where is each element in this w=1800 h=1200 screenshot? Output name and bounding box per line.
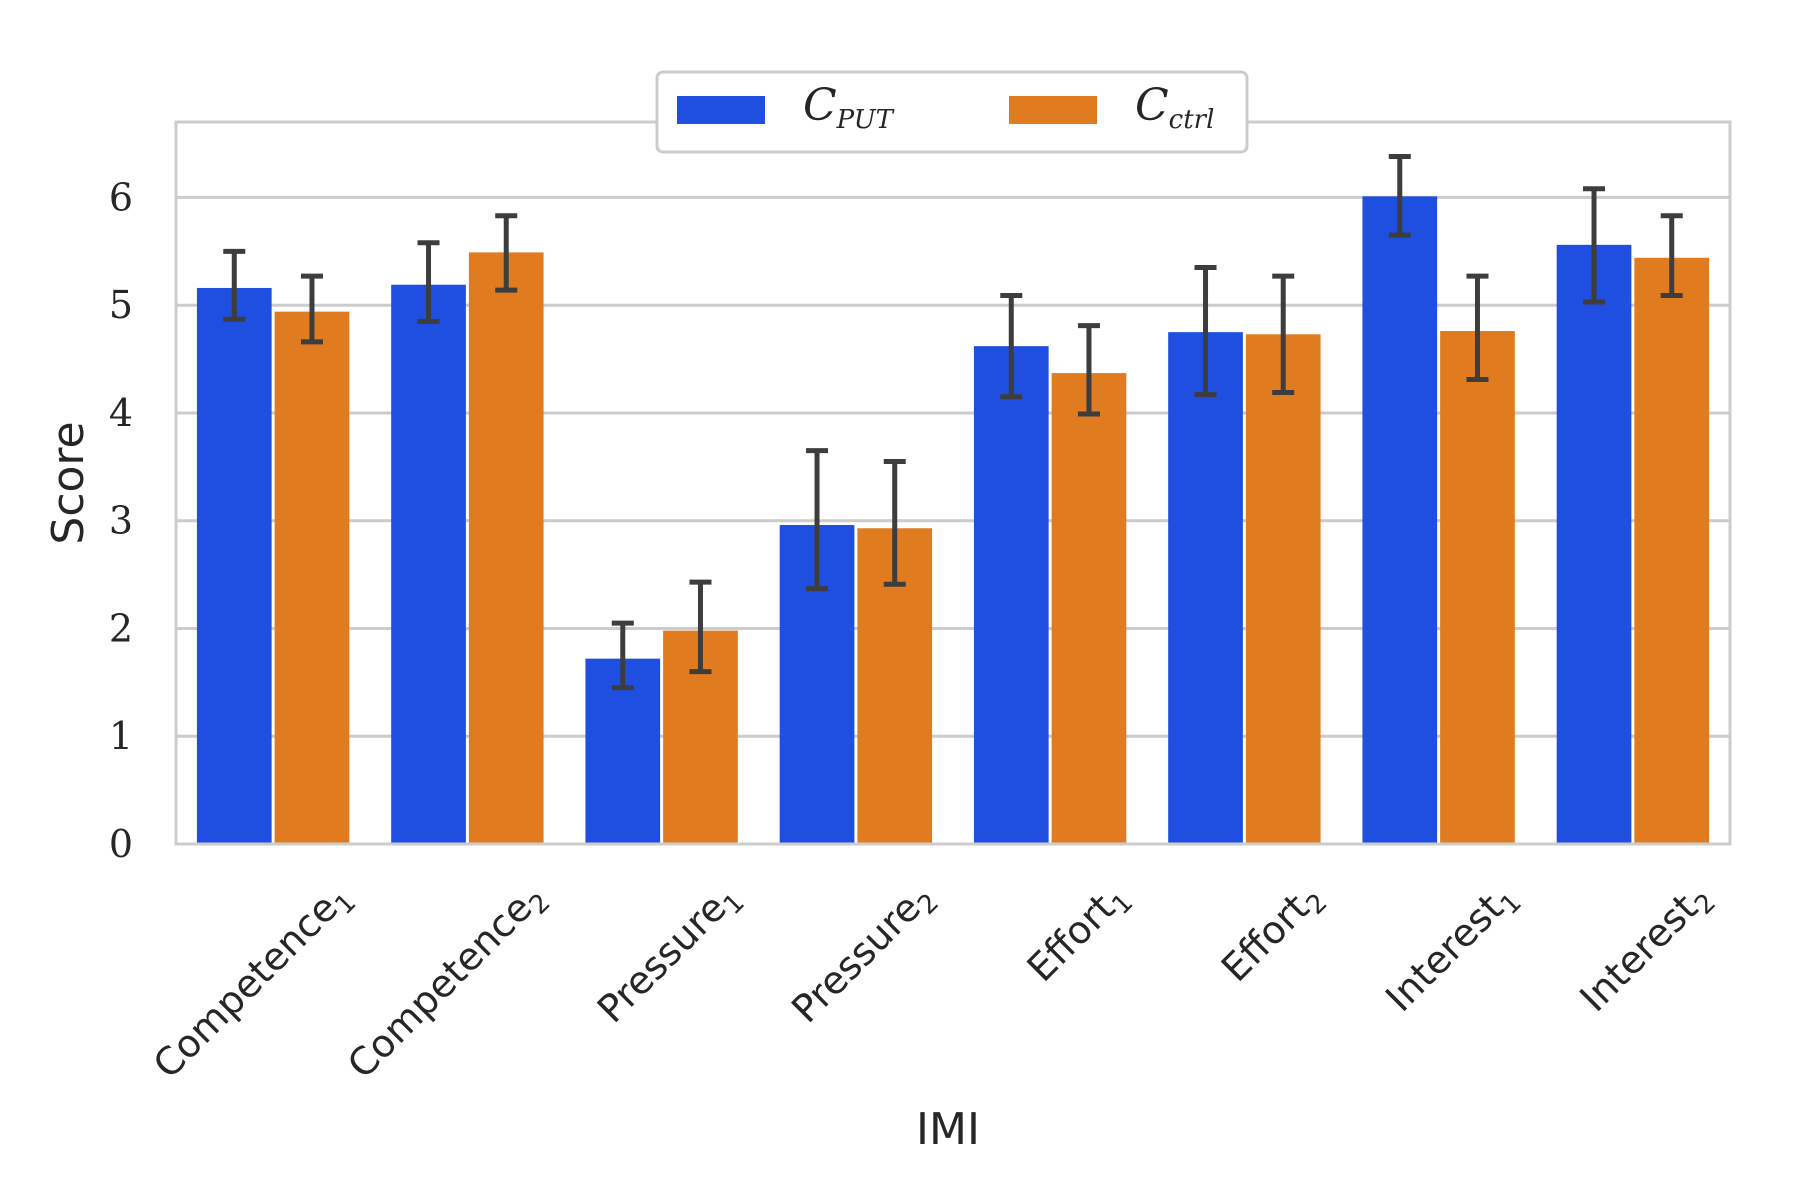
bars-layer <box>196 196 1710 845</box>
svg-text:Competence2: Competence2 <box>339 874 556 1091</box>
error-bar <box>300 273 323 345</box>
bar <box>1168 332 1243 844</box>
svg-text:Interest2: Interest2 <box>1571 874 1722 1025</box>
legend-box <box>655 70 1249 154</box>
error-bar <box>1272 273 1295 395</box>
y-tick-label: 3 <box>109 499 133 543</box>
error-bar <box>1583 186 1606 305</box>
bar <box>973 346 1049 844</box>
error-bar <box>1466 273 1489 383</box>
bar <box>274 311 350 845</box>
bar <box>1634 257 1710 844</box>
bar <box>1556 244 1632 844</box>
x-tick-label: Competence2 <box>339 874 556 1091</box>
legend-entry: Cctrl <box>1009 80 1214 135</box>
y-tick-label: 0 <box>109 822 133 866</box>
legend-entry: CPUT <box>677 80 895 135</box>
svg-text:Interest1: Interest1 <box>1377 874 1528 1025</box>
y-tick-label: 4 <box>109 391 133 435</box>
legend-swatch <box>677 96 765 124</box>
bar <box>1051 373 1127 844</box>
error-bar <box>883 458 906 587</box>
y-axis-title: Score <box>43 421 94 544</box>
svg-text:Effort2: Effort2 <box>1213 874 1334 995</box>
x-axis-title: IMI <box>916 1104 980 1155</box>
bar <box>1245 334 1321 844</box>
y-tick-labels: 0 1 2 3 4 5 6 <box>109 175 133 866</box>
x-tick-label: Pressure1 <box>589 874 751 1036</box>
error-bar <box>806 448 829 592</box>
bar <box>196 287 272 844</box>
x-tick-label: Competence1 <box>145 874 362 1091</box>
svg-text:Pressure2: Pressure2 <box>783 874 945 1036</box>
error-bar <box>1077 323 1100 417</box>
x-tick-label: Effort1 <box>1019 874 1140 995</box>
x-tick-label: Effort2 <box>1213 874 1334 995</box>
error-bar <box>1194 264 1217 398</box>
legend: CPUT Cctrl <box>655 70 1249 154</box>
svg-text:Effort1: Effort1 <box>1019 874 1140 995</box>
bar <box>468 252 544 844</box>
y-tick-label: 6 <box>109 175 133 219</box>
error-bar <box>417 240 440 324</box>
svg-text:Competence1: Competence1 <box>145 874 362 1091</box>
bar <box>1440 331 1515 844</box>
error-bar <box>223 248 246 322</box>
error-bar <box>1660 213 1683 298</box>
legend-label: CPUT <box>803 80 895 135</box>
x-tick-label: Interest2 <box>1571 874 1722 1025</box>
y-tick-label: 5 <box>109 283 133 327</box>
error-bar <box>1000 292 1023 400</box>
x-tick-label: Pressure2 <box>783 874 945 1036</box>
bar <box>391 284 466 845</box>
error-bars-layer <box>223 153 1683 691</box>
error-bar <box>611 620 634 691</box>
y-tick-label: 2 <box>109 606 133 650</box>
x-tick-label: Interest1 <box>1377 874 1528 1025</box>
legend-label: Cctrl <box>1135 80 1214 135</box>
y-tick-label: 1 <box>109 714 133 758</box>
error-bar <box>495 213 518 293</box>
svg-text:Pressure1: Pressure1 <box>589 874 751 1036</box>
error-bar <box>689 579 712 675</box>
bar <box>1362 196 1438 844</box>
legend-swatch <box>1009 96 1097 124</box>
error-bar <box>1388 153 1411 238</box>
